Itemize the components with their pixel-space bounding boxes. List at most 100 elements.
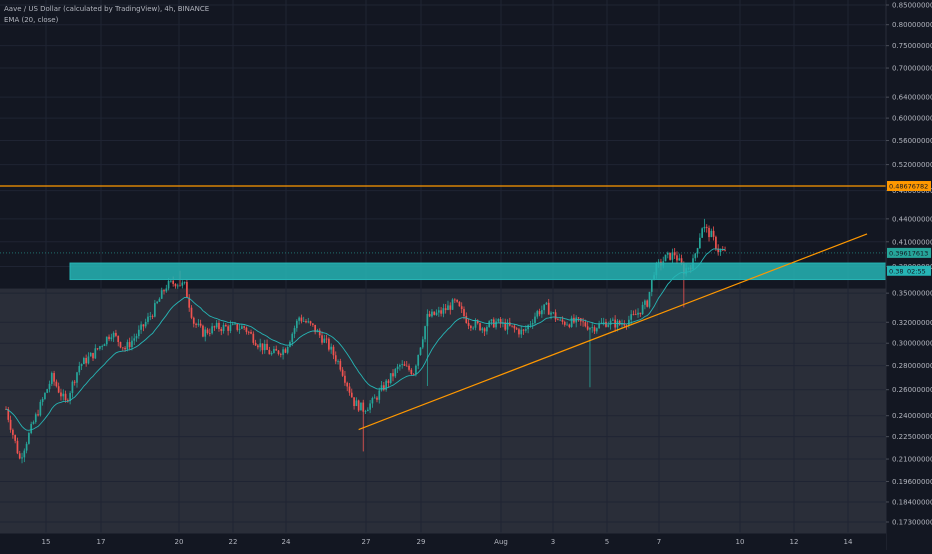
candle-body	[133, 338, 136, 341]
candle	[44, 392, 46, 401]
candle-body	[415, 365, 417, 374]
candle-body	[199, 323, 202, 326]
price-tick-label: 0.64000000	[892, 94, 932, 102]
price-label-last: 0.39617613	[887, 247, 931, 258]
candle-body	[396, 366, 399, 370]
candle-body	[21, 457, 23, 459]
candle	[534, 312, 536, 326]
candle	[701, 227, 704, 238]
time-tick-label: 7	[657, 538, 661, 546]
candle	[618, 319, 621, 326]
candle	[547, 298, 550, 315]
candle-body	[101, 346, 104, 347]
candle	[442, 303, 445, 318]
candle	[236, 323, 239, 332]
candle	[206, 327, 209, 335]
candle-body	[524, 329, 527, 331]
candle-body	[373, 397, 376, 399]
candle	[197, 319, 200, 327]
candle-body	[12, 429, 14, 435]
candle-body	[227, 326, 229, 331]
candle-body	[307, 321, 310, 323]
candle	[520, 325, 523, 338]
candle-body	[266, 343, 268, 350]
candle	[392, 369, 394, 382]
candle-body	[241, 326, 243, 329]
price-tick-label: 0.24000000	[892, 412, 932, 420]
support-zone-rect[interactable]	[69, 262, 887, 281]
candle	[46, 388, 49, 394]
price-label-text: 0.48676782	[889, 183, 928, 191]
candle-body	[330, 346, 333, 350]
candle-body	[708, 227, 710, 238]
candle-body	[96, 348, 99, 350]
time-axis-bg	[0, 533, 886, 550]
candle-body	[337, 361, 339, 362]
candle	[538, 308, 541, 317]
candle	[563, 320, 566, 327]
price-label-bg	[905, 265, 931, 276]
candle	[137, 325, 140, 339]
candle-body	[552, 312, 555, 314]
time-tick-label: 22	[229, 538, 238, 546]
candle	[403, 361, 406, 366]
candle	[69, 391, 71, 405]
candle	[78, 361, 81, 376]
candle-body	[291, 333, 294, 342]
candle-body	[108, 336, 110, 340]
candle	[376, 396, 378, 403]
candle	[151, 314, 154, 319]
candle	[591, 322, 594, 333]
candle-body	[257, 345, 259, 348]
candle	[199, 319, 202, 328]
candle-body	[224, 325, 227, 327]
candle	[60, 388, 62, 401]
price-label-countdown: 02:55	[905, 265, 931, 276]
candle-body	[245, 327, 248, 332]
candle-body	[554, 312, 557, 320]
candle	[401, 360, 404, 369]
candle-body	[387, 380, 390, 383]
candle	[394, 368, 397, 379]
candle-body	[474, 320, 477, 328]
candle	[174, 283, 177, 289]
candle	[673, 248, 676, 260]
candle	[412, 373, 415, 375]
candle	[34, 412, 37, 424]
candle-body	[66, 400, 69, 401]
candle	[605, 318, 607, 328]
candle-body	[50, 373, 53, 384]
trendline[interactable]	[358, 233, 868, 431]
candle	[80, 363, 83, 370]
candle	[277, 350, 280, 356]
price-label-bg	[887, 265, 905, 276]
price-tick-label: 0.52000000	[892, 161, 932, 169]
candle-body	[456, 299, 458, 302]
price-tick-label: 0.75000000	[892, 42, 932, 50]
candle	[126, 339, 129, 352]
candle	[211, 322, 213, 335]
candle-body	[392, 373, 394, 377]
candle-body	[44, 392, 46, 399]
candle-body	[543, 304, 545, 311]
candle	[582, 317, 584, 327]
candle-body	[616, 320, 619, 328]
candle-body	[190, 307, 193, 318]
candle	[719, 248, 722, 256]
time-tick-label: 15	[42, 538, 51, 546]
candle-body	[637, 312, 639, 315]
candle-body	[538, 311, 541, 315]
price-label-text: 0.39617613	[889, 249, 928, 257]
candle	[85, 354, 87, 367]
candle	[476, 319, 479, 325]
candle	[378, 387, 381, 404]
candle-body	[183, 281, 186, 283]
price-tick-label: 0.19600000	[892, 478, 932, 486]
candle	[536, 309, 539, 319]
price-label-text: 0.38	[889, 267, 903, 275]
time-tick-label: 12	[790, 538, 799, 546]
candle	[637, 308, 639, 318]
candle-body	[607, 324, 610, 327]
